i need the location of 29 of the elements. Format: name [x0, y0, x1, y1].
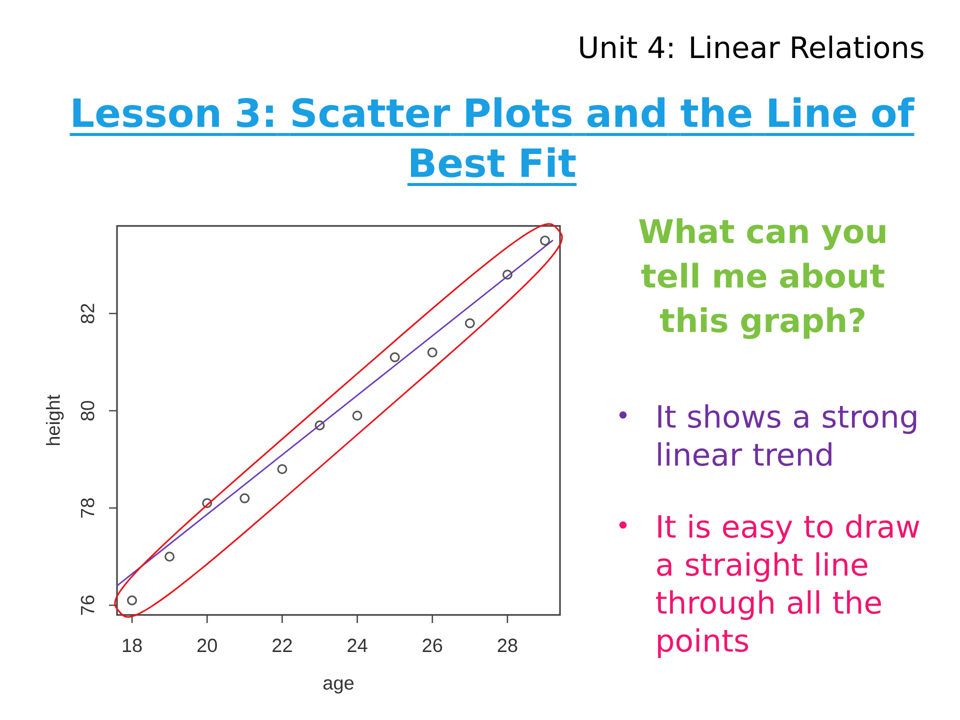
point [314, 420, 325, 430]
point [240, 493, 250, 504]
x-axis-title: age [323, 679, 354, 694]
text: It is easy to draw a straight line through all the points [656, 514, 920, 658]
chart-title: Lesson 3: Scatter Plots and the Line of Best Fit [73, 97, 915, 178]
y-tick-label: 82 [80, 304, 94, 324]
x-tick-label: 20 [198, 638, 217, 652]
text: It shows a strong linear trend [658, 404, 916, 466]
point [464, 318, 475, 328]
point [127, 595, 138, 606]
y-tick-label: 78 [80, 498, 94, 518]
x-tick-label: 18 [122, 638, 142, 652]
y-tick-label: 80 [80, 400, 94, 420]
point [164, 552, 175, 562]
text: Unit 4: Linear Relations [580, 36, 924, 58]
x-tick-label: 26 [422, 638, 442, 652]
point [427, 347, 438, 358]
x-tick-label: 22 [272, 638, 292, 652]
point [352, 410, 362, 421]
x-tick-label: 24 [348, 638, 368, 652]
y-tick-label: 76 [80, 596, 94, 615]
y-axis-title: height [46, 394, 64, 446]
point [502, 270, 512, 280]
text: What can you tell me about this graph? [639, 218, 886, 340]
point [540, 236, 550, 246]
point [202, 498, 212, 508]
point [277, 464, 288, 474]
x-tick-label: 28 [498, 638, 518, 652]
point [390, 352, 400, 362]
